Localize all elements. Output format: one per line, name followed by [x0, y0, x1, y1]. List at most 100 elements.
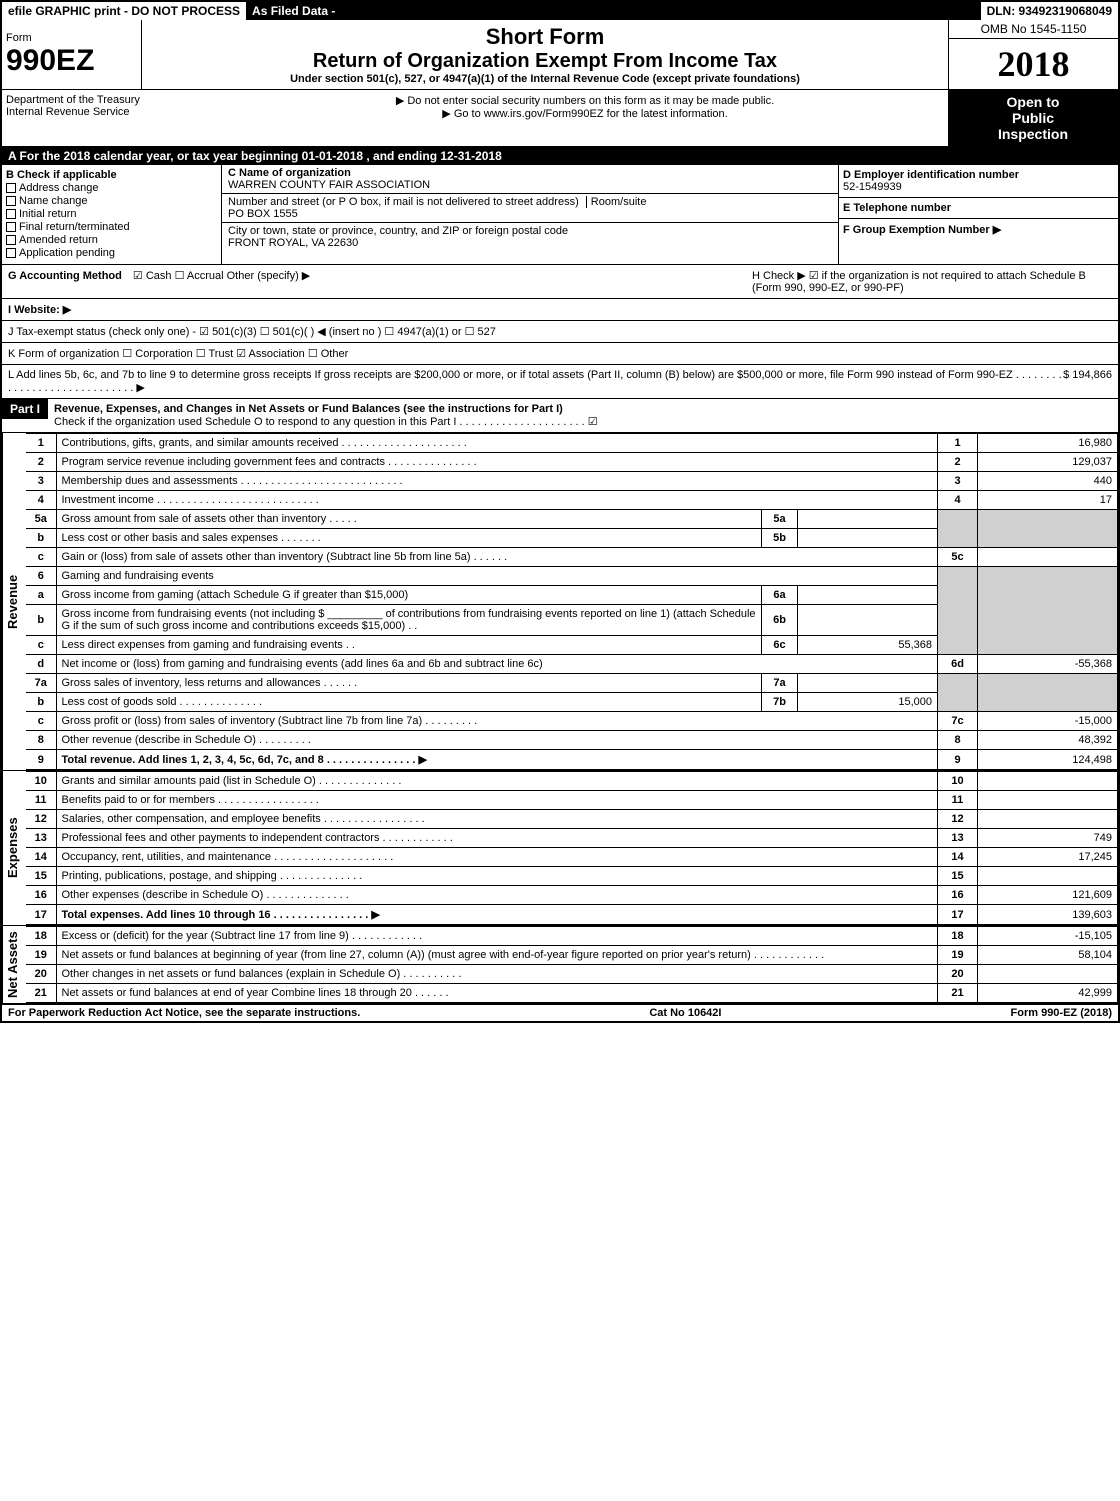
row-6: 6Gaming and fundraising events — [26, 567, 1118, 586]
row-5c: cGain or (loss) from sale of assets othe… — [26, 548, 1118, 567]
inspection: Inspection — [952, 126, 1114, 142]
top-bar-dln: DLN: 93492319068049 — [981, 2, 1118, 20]
part1-header-row: Part I Revenue, Expenses, and Changes in… — [2, 399, 1118, 433]
section-i: I Website: ▶ — [2, 299, 1118, 321]
chk-amended-return[interactable]: Amended return — [6, 234, 217, 246]
header-row: Form 990EZ Short Form Return of Organiza… — [2, 20, 1118, 90]
row-7c: cGross profit or (loss) from sales of in… — [26, 712, 1118, 731]
row-18: 18Excess or (deficit) for the year (Subt… — [26, 927, 1118, 946]
row-5a: 5aGross amount from sale of assets other… — [26, 510, 1118, 529]
section-l: L Add lines 5b, 6c, and 7b to line 9 to … — [2, 365, 1118, 399]
top-bar-mid: As Filed Data - — [246, 2, 341, 20]
row-13: 13Professional fees and other payments t… — [26, 829, 1118, 848]
footer-mid: Cat No 10642I — [649, 1007, 721, 1019]
section-j-label: J Tax-exempt status (check only one) - ☑… — [8, 325, 496, 338]
row-21: 21Net assets or fund balances at end of … — [26, 984, 1118, 1003]
section-c: C Name of organization WARREN COUNTY FAI… — [222, 165, 838, 264]
chk-application-pending[interactable]: Application pending — [6, 247, 217, 259]
info-right: D Employer identification number 52-1549… — [838, 165, 1118, 264]
row-8: 8Other revenue (describe in Schedule O) … — [26, 731, 1118, 750]
netassets-table: 18Excess or (deficit) for the year (Subt… — [26, 926, 1118, 1003]
dept-center: Do not enter social security numbers on … — [222, 90, 948, 146]
org-city: FRONT ROYAL, VA 22630 — [228, 237, 358, 249]
inspection-box: Open to Public Inspection — [948, 90, 1118, 146]
ein-value: 52-1549939 — [843, 181, 902, 193]
section-l-value: $ 194,866 — [1063, 369, 1112, 394]
form-title: Return of Organization Exempt From Incom… — [152, 50, 938, 73]
section-k-label: K Form of organization ☐ Corporation ☐ T… — [8, 347, 348, 360]
footer-right: Form 990-EZ (2018) — [1011, 1007, 1112, 1019]
part1-title: Revenue, Expenses, and Changes in Net As… — [54, 403, 563, 415]
section-a: A For the 2018 calendar year, or tax yea… — [2, 147, 1118, 165]
section-g: G Accounting Method ☑ Cash ☐ Accrual Oth… — [8, 269, 752, 294]
row-7a: 7aGross sales of inventory, less returns… — [26, 674, 1118, 693]
open-to: Open to — [952, 94, 1114, 110]
section-h: H Check ▶ ☑ if the organization is not r… — [752, 269, 1112, 294]
form-number: 990EZ — [6, 44, 137, 78]
dept-note1: Do not enter social security numbers on … — [226, 94, 944, 107]
dept-note2: Go to www.irs.gov/Form990EZ for the late… — [226, 107, 944, 120]
expenses-section: Expenses 10Grants and similar amounts pa… — [2, 771, 1118, 926]
org-name-cell: C Name of organization WARREN COUNTY FAI… — [222, 165, 838, 194]
top-bar-left: efile GRAPHIC print - DO NOT PROCESS — [2, 2, 246, 20]
netassets-label: Net Assets — [2, 926, 26, 1003]
expenses-table: 10Grants and similar amounts paid (list … — [26, 771, 1118, 925]
org-addr-cell: Number and street (or P O box, if mail i… — [222, 194, 838, 223]
top-bar: efile GRAPHIC print - DO NOT PROCESS As … — [2, 2, 1118, 20]
chk-name-change[interactable]: Name change — [6, 195, 217, 207]
row-19: 19Net assets or fund balances at beginni… — [26, 946, 1118, 965]
form-subtitle: Under section 501(c), 527, or 4947(a)(1)… — [152, 73, 938, 85]
row-1: 1Contributions, gifts, grants, and simil… — [26, 434, 1118, 453]
chk-initial-return[interactable]: Initial return — [6, 208, 217, 220]
section-g-h: G Accounting Method ☑ Cash ☐ Accrual Oth… — [2, 265, 1118, 299]
section-b-label: B Check if applicable — [6, 169, 217, 181]
header-center: Short Form Return of Organization Exempt… — [142, 20, 948, 89]
city-label: City or town, state or province, country… — [228, 225, 568, 237]
section-d: D Employer identification number 52-1549… — [839, 165, 1118, 198]
part1-sub: Check if the organization used Schedule … — [54, 416, 598, 428]
section-f-label: F Group Exemption Number ▶ — [843, 224, 1001, 236]
section-i-label: I Website: ▶ — [8, 303, 71, 316]
org-name: WARREN COUNTY FAIR ASSOCIATION — [228, 179, 430, 191]
form-prefix: Form — [6, 32, 137, 44]
row-17: 17Total expenses. Add lines 10 through 1… — [26, 905, 1118, 925]
form-number-cell: Form 990EZ — [2, 20, 142, 89]
short-form-title: Short Form — [152, 24, 938, 50]
chk-final-return[interactable]: Final return/terminated — [6, 221, 217, 233]
section-f: F Group Exemption Number ▶ — [839, 219, 1118, 240]
part1-desc: Revenue, Expenses, and Changes in Net As… — [48, 399, 1118, 432]
revenue-label: Revenue — [2, 433, 26, 770]
row-12: 12Salaries, other compensation, and empl… — [26, 810, 1118, 829]
row-9: 9Total revenue. Add lines 1, 2, 3, 4, 5c… — [26, 750, 1118, 770]
footer: For Paperwork Reduction Act Notice, see … — [2, 1005, 1118, 1021]
dept-left: Department of the Treasury Internal Reve… — [2, 90, 222, 146]
section-e-label: E Telephone number — [843, 202, 951, 214]
chk-address-change[interactable]: Address change — [6, 182, 217, 194]
row-11: 11Benefits paid to or for members . . . … — [26, 791, 1118, 810]
section-d-label: D Employer identification number — [843, 169, 1019, 181]
addr-label: Number and street (or P O box, if mail i… — [228, 196, 579, 208]
row-15: 15Printing, publications, postage, and s… — [26, 867, 1118, 886]
dept-treasury: Department of the Treasury — [6, 94, 218, 106]
public: Public — [952, 110, 1114, 126]
info-grid: B Check if applicable Address change Nam… — [2, 165, 1118, 265]
revenue-section: Revenue 1Contributions, gifts, grants, a… — [2, 433, 1118, 771]
omb-number: OMB No 1545-1150 — [949, 20, 1118, 39]
dept-row: Department of the Treasury Internal Reve… — [2, 90, 1118, 147]
row-3: 3Membership dues and assessments . . . .… — [26, 472, 1118, 491]
section-j: J Tax-exempt status (check only one) - ☑… — [2, 321, 1118, 343]
revenue-table: 1Contributions, gifts, grants, and simil… — [26, 433, 1118, 770]
header-right: OMB No 1545-1150 2018 — [948, 20, 1118, 89]
room-label: Room/suite — [586, 196, 647, 208]
section-b: B Check if applicable Address change Nam… — [2, 165, 222, 264]
org-addr: PO BOX 1555 — [228, 208, 298, 220]
footer-left: For Paperwork Reduction Act Notice, see … — [8, 1007, 360, 1019]
tax-year: 2018 — [949, 39, 1118, 89]
expenses-label: Expenses — [2, 771, 26, 925]
row-6d: dNet income or (loss) from gaming and fu… — [26, 655, 1118, 674]
row-20: 20Other changes in net assets or fund ba… — [26, 965, 1118, 984]
org-city-cell: City or town, state or province, country… — [222, 223, 838, 251]
section-l-label: L Add lines 5b, 6c, and 7b to line 9 to … — [8, 369, 1063, 394]
row-16: 16Other expenses (describe in Schedule O… — [26, 886, 1118, 905]
dept-irs: Internal Revenue Service — [6, 106, 218, 118]
